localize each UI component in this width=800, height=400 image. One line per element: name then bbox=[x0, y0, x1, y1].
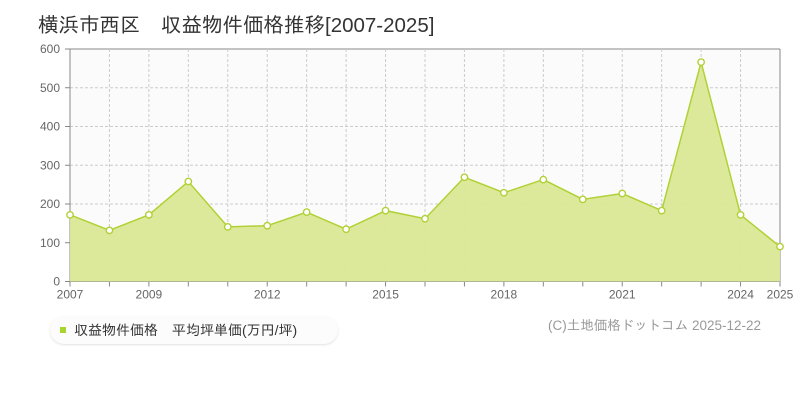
svg-text:2012: 2012 bbox=[254, 288, 281, 302]
svg-text:600: 600 bbox=[40, 42, 60, 56]
svg-text:2018: 2018 bbox=[491, 288, 518, 302]
svg-text:100: 100 bbox=[40, 236, 60, 250]
svg-text:400: 400 bbox=[40, 120, 60, 134]
svg-text:2015: 2015 bbox=[372, 288, 399, 302]
svg-text:500: 500 bbox=[40, 81, 60, 95]
svg-text:2009: 2009 bbox=[136, 288, 163, 302]
svg-text:2025: 2025 bbox=[767, 288, 794, 302]
svg-text:2024: 2024 bbox=[727, 288, 754, 302]
svg-text:2021: 2021 bbox=[609, 288, 636, 302]
svg-text:2007: 2007 bbox=[57, 288, 84, 302]
svg-text:200: 200 bbox=[40, 197, 60, 211]
svg-text:0: 0 bbox=[53, 275, 60, 289]
svg-text:300: 300 bbox=[40, 158, 60, 172]
